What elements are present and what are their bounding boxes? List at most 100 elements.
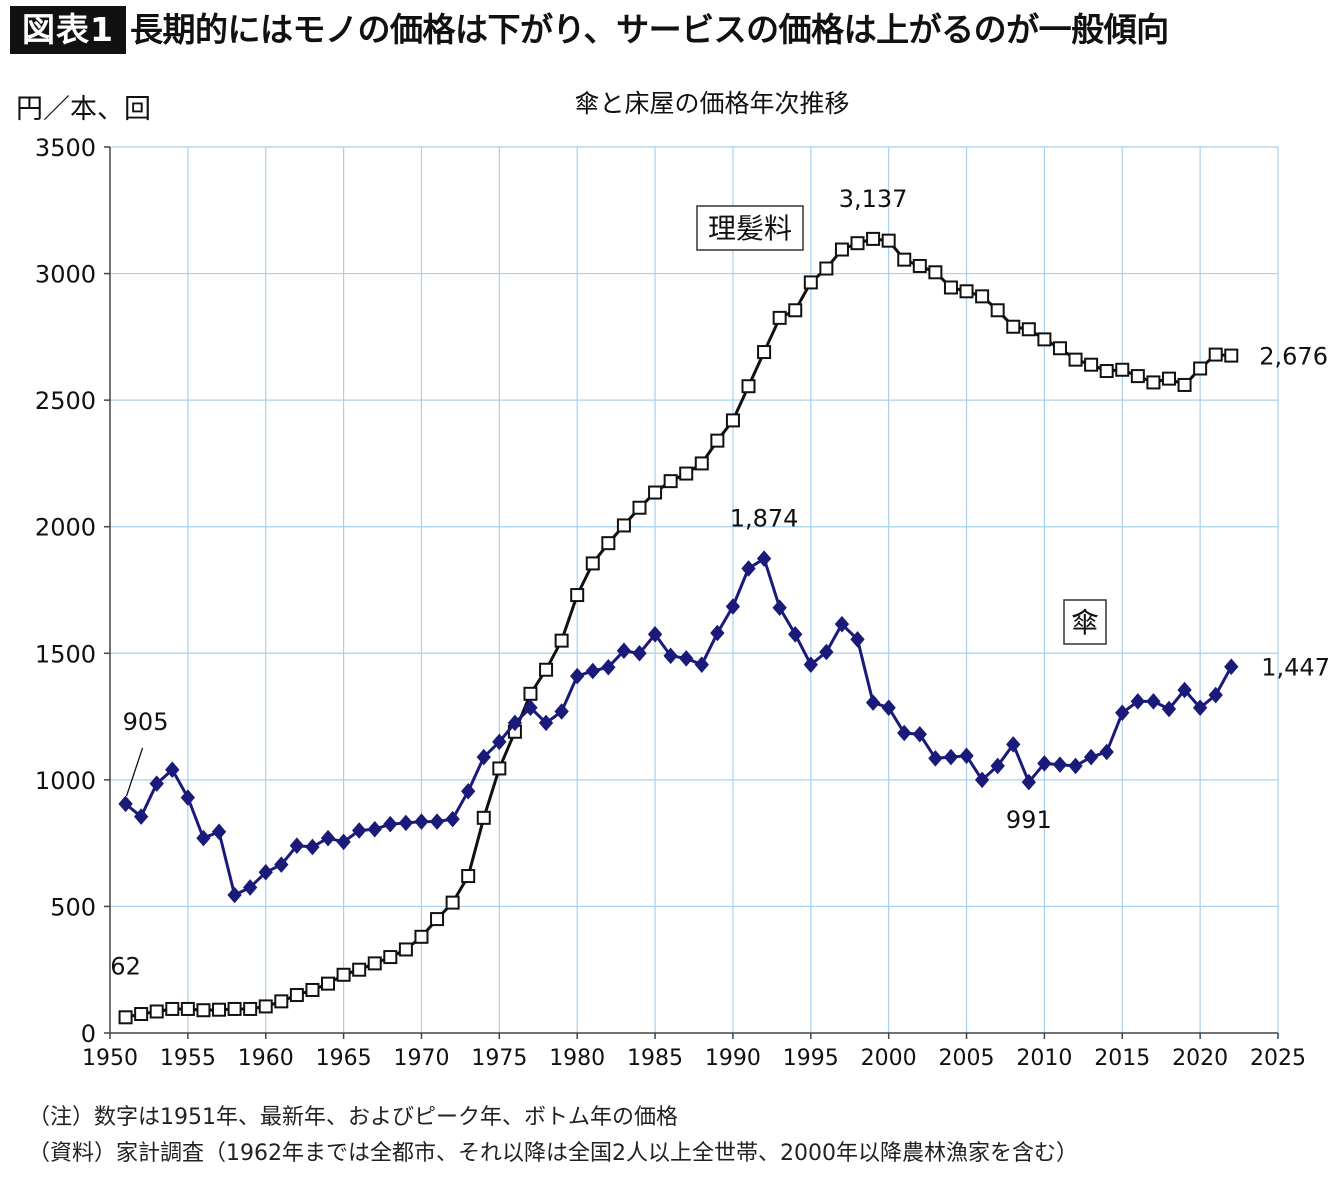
umbrella-point	[445, 810, 460, 828]
y-tick-label: 1000	[35, 767, 96, 795]
x-tick-label: 1950	[82, 1046, 138, 1071]
umbrella-point	[383, 815, 398, 833]
haircut-point	[554, 633, 569, 648]
umbrella-point	[133, 808, 149, 825]
x-tick-label: 1955	[160, 1046, 216, 1071]
figure-headline: 長期的にはモノの価格は下がり、サービスの価格は上がるのが一般傾向	[130, 10, 1169, 49]
umbrella-point	[1130, 693, 1146, 710]
umbrella-point	[1161, 700, 1177, 718]
haircut-point	[383, 950, 398, 965]
haircut-point	[757, 345, 772, 360]
umbrella-point	[928, 750, 943, 767]
haircut-point	[336, 967, 351, 982]
haircut-point	[741, 379, 756, 394]
haircut-point	[305, 982, 320, 997]
umbrella-point	[118, 795, 133, 813]
haircut-point	[710, 433, 725, 448]
haircut-point	[1224, 348, 1239, 363]
umbrella-point	[242, 879, 258, 896]
x-tick-label: 1965	[316, 1046, 372, 1071]
haircut-point	[398, 942, 413, 957]
annotation-value: 1,447	[1261, 654, 1330, 682]
umbrella-point	[912, 726, 927, 743]
haircut-point	[803, 275, 818, 290]
haircut-point	[180, 1001, 195, 1016]
haircut-point	[1177, 377, 1192, 392]
umbrella-point	[710, 624, 725, 642]
x-tick-label: 1960	[238, 1046, 294, 1071]
y-tick-label: 3000	[35, 261, 96, 289]
umbrella-point	[959, 747, 974, 765]
umbrella-series-label: 傘	[1071, 606, 1099, 639]
umbrella-point	[647, 626, 663, 643]
tick-labels: 0 500 1000 1500 2000 2500 3000 3500 1950 1955 1960…	[35, 134, 1306, 1071]
haircut-point	[1006, 319, 1021, 334]
y-tick-label: 2000	[35, 514, 96, 542]
grid	[110, 146, 1279, 1033]
umbrella-point	[274, 856, 289, 873]
umbrella-point	[819, 643, 834, 661]
haircut-series-label: 理髪料	[708, 212, 792, 245]
haircut-point	[819, 261, 834, 276]
haircut-point	[866, 231, 881, 246]
haircut-point	[445, 895, 460, 910]
haircut-point	[663, 474, 678, 489]
haircut-point	[212, 1002, 227, 1017]
figure-label: 図表1	[10, 6, 126, 54]
umbrella-point	[1177, 681, 1192, 699]
haircut-point	[1193, 361, 1208, 376]
note-text: （注）数字は1951年、最新年、およびピーク年、ボトム年の価格	[28, 1105, 678, 1130]
x-tick-label: 2015	[1094, 1046, 1150, 1071]
umbrella-point	[663, 647, 678, 665]
umbrella-point	[227, 886, 242, 904]
haircut-point	[570, 588, 585, 603]
umbrella-point	[772, 599, 787, 616]
umbrella-point	[850, 631, 865, 648]
annotation-leader	[125, 747, 144, 797]
x-tick-label: 1980	[549, 1046, 605, 1071]
haircut-point	[258, 999, 273, 1014]
haircut-point	[1052, 341, 1067, 356]
haircut-point	[585, 556, 600, 571]
x-tick-label: 1975	[471, 1046, 527, 1071]
umbrella-point	[1083, 748, 1099, 766]
umbrella-point	[585, 662, 600, 680]
umbrella-point	[461, 782, 476, 800]
x-tick-label: 1970	[393, 1046, 449, 1071]
haircut-point	[632, 500, 647, 515]
haircut-point	[1037, 332, 1052, 347]
haircut-point	[959, 284, 974, 299]
umbrella-point	[1146, 693, 1161, 710]
haircut-point	[430, 912, 445, 927]
umbrella-point	[1037, 755, 1052, 772]
haircut-point	[414, 929, 429, 944]
umbrella-point	[756, 550, 772, 567]
x-tick-label: 1985	[627, 1046, 683, 1071]
x-tick-label: 1995	[783, 1046, 839, 1071]
umbrella-point	[865, 694, 881, 711]
x-tick-label: 2020	[1172, 1046, 1228, 1071]
haircut-point	[1115, 362, 1130, 377]
haircut-point	[1021, 322, 1036, 337]
haircut-point	[289, 988, 304, 1003]
annotation-value: 1,874	[730, 505, 799, 533]
haircut-point	[788, 303, 803, 318]
data-annotations: 905 62 3,137 2,676 1,874 991 1,447	[110, 185, 1330, 980]
umbrella-point	[367, 820, 382, 838]
umbrella-point	[1115, 704, 1130, 722]
umbrella-point	[211, 823, 227, 841]
umbrella-point	[507, 714, 523, 732]
haircut-point	[243, 1001, 258, 1016]
umbrella-point	[679, 650, 694, 667]
umbrella-point	[1208, 686, 1223, 704]
haircut-point	[990, 303, 1005, 318]
umbrella-point	[352, 822, 367, 839]
umbrella-point	[803, 656, 818, 673]
source-text: （資料）家計調査（1962年までは全都市、それ以降は全国2人以上全世帯、2000…	[28, 1141, 1078, 1166]
umbrella-point	[943, 748, 959, 766]
annotation-value: 62	[110, 952, 141, 980]
haircut-point	[118, 1010, 133, 1025]
haircut-point	[850, 236, 865, 251]
umbrella-point	[881, 699, 896, 716]
